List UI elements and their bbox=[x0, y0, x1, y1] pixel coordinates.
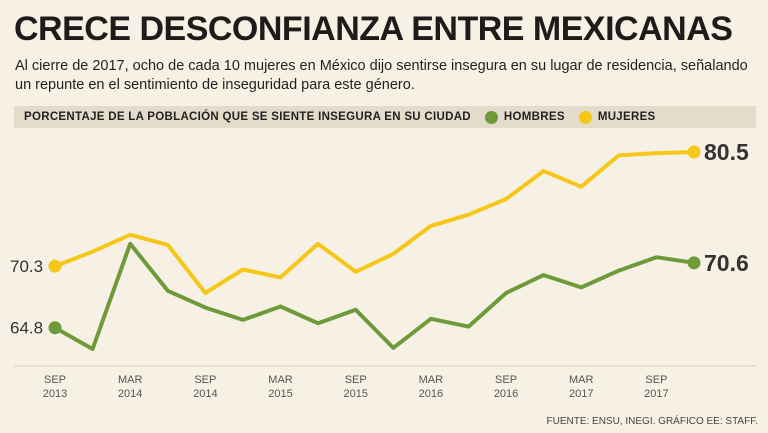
x-tick-year-3: 2015 bbox=[268, 388, 292, 400]
x-tick-month-6: SEP bbox=[495, 374, 517, 386]
series-line-mujeres bbox=[53, 150, 696, 295]
x-tick-year-4: 2015 bbox=[343, 388, 367, 400]
x-tick-month-4: SEP bbox=[345, 374, 367, 386]
x-tick-month-2: SEP bbox=[194, 374, 216, 386]
x-tick-month-0: SEP bbox=[44, 374, 66, 386]
legend-title: PORCENTAJE DE LA POBLACIÓN QUE SE SIENTE… bbox=[24, 111, 471, 123]
end-point-mujeres bbox=[687, 145, 701, 159]
x-tick-month-1: MAR bbox=[118, 374, 143, 386]
x-tick-month-3: MAR bbox=[268, 374, 293, 386]
x-tick-year-8: 2017 bbox=[644, 388, 668, 400]
x-tick-month-8: SEP bbox=[645, 374, 667, 386]
start-label-mujeres: 70.3 bbox=[10, 257, 43, 276]
start-label-hombres: 64.8 bbox=[10, 319, 43, 338]
legend-item-hombres: HOMBRES bbox=[484, 110, 565, 124]
x-tick-year-7: 2017 bbox=[569, 388, 593, 400]
end-point-hombres bbox=[687, 256, 701, 270]
x-tick-year-1: 2014 bbox=[118, 388, 142, 400]
chart-subtitle: Al cierre de 2017, ocho de cada 10 mujer… bbox=[15, 58, 748, 93]
end-label-mujeres: 80.5 bbox=[704, 139, 749, 165]
x-tick-year-6: 2016 bbox=[494, 388, 518, 400]
legend-label-mujeres: MUJERES bbox=[597, 111, 656, 123]
legend-dot-mujeres bbox=[578, 110, 592, 124]
start-point-hombres bbox=[48, 321, 62, 335]
legend-item-mujeres: MUJERES bbox=[578, 110, 656, 124]
x-tick-year-5: 2016 bbox=[419, 388, 443, 400]
legend-label-hombres: HOMBRES bbox=[503, 111, 565, 123]
x-tick-year-0: 2013 bbox=[43, 388, 67, 400]
legend-bar: PORCENTAJE DE LA POBLACIÓN QUE SE SIENTE… bbox=[14, 106, 756, 128]
series-line-hombres bbox=[53, 241, 696, 351]
chart-title: CRECE DESCONFIANZA ENTRE MEXICANAS bbox=[14, 10, 733, 48]
legend-dot-hombres bbox=[484, 110, 498, 124]
x-tick-month-5: MAR bbox=[419, 374, 444, 386]
source-note: FUENTE: ENSU, INEGI. GRÁFICO EE: STAFF. bbox=[546, 416, 758, 427]
end-label-hombres: 70.6 bbox=[704, 250, 749, 276]
start-point-mujeres bbox=[48, 259, 62, 273]
x-tick-year-2: 2014 bbox=[193, 388, 217, 400]
x-tick-month-7: MAR bbox=[569, 374, 594, 386]
